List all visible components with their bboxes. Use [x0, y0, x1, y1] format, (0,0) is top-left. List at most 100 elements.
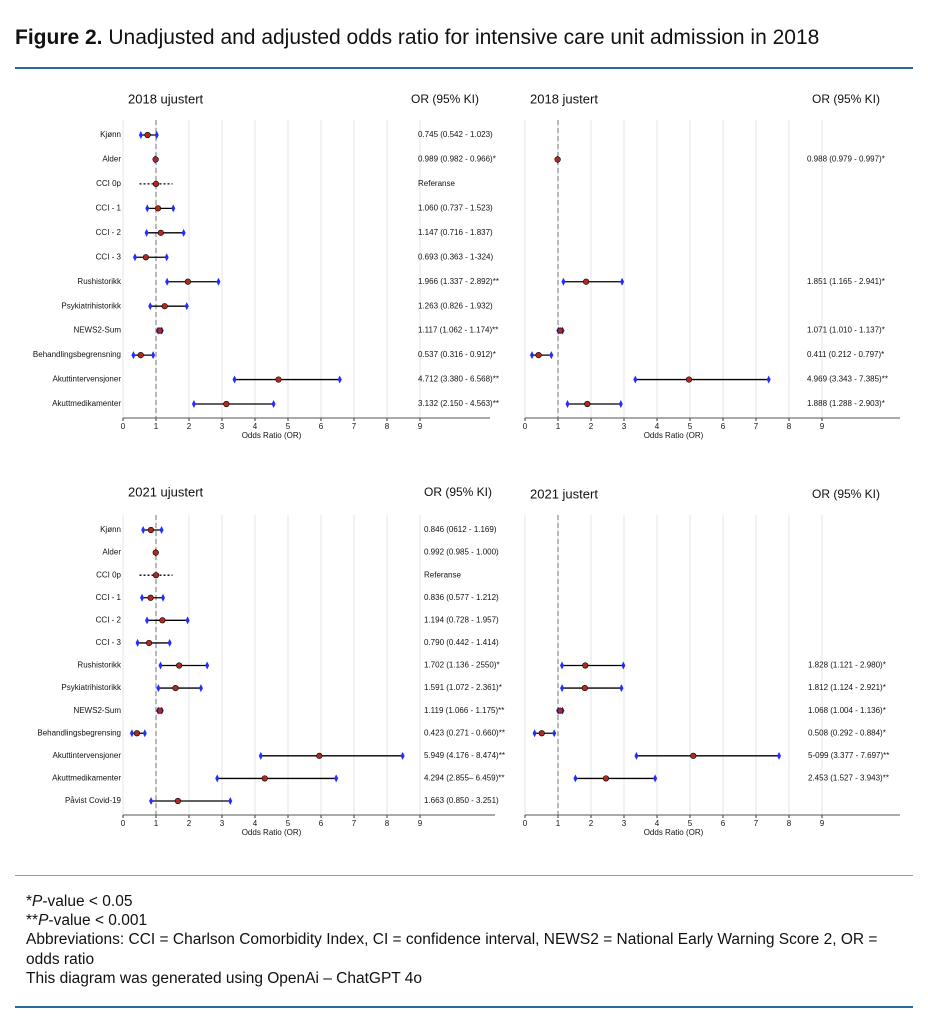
- x-tick-label: 3: [220, 819, 225, 828]
- ci-cap: [184, 302, 189, 311]
- value-label: 3.132 (2.150 - 4.563)**: [418, 399, 499, 408]
- x-axis-label: Odds Ratio (OR): [242, 828, 302, 837]
- category-label: Kjønn: [100, 525, 121, 534]
- ci-cap: [216, 277, 221, 286]
- point-estimate: [174, 797, 181, 805]
- ci-cap: [165, 277, 170, 286]
- value-label: 1.812 (1.124 - 2.921)*: [808, 683, 886, 692]
- ci-cap: [151, 351, 156, 360]
- ci-cap: [777, 751, 782, 760]
- point-estimate: [535, 351, 542, 359]
- point-estimate: [316, 752, 323, 759]
- value-label: 0.836 (0.577 - 1.212): [424, 593, 499, 602]
- x-tick-label: 1: [154, 819, 159, 828]
- category-label: Påvist Covid-19: [65, 796, 122, 805]
- ci-cap: [573, 774, 578, 783]
- ci-cap: [258, 751, 263, 760]
- x-tick-label: 0: [523, 819, 528, 828]
- value-label: 1.071 (1.010 - 1.137)*: [807, 326, 885, 335]
- value-label: 1.851 (1.165 - 2.941)*: [807, 277, 885, 286]
- panel-title: 2021 justert: [530, 486, 598, 501]
- point-estimate: [554, 156, 561, 163]
- ci-cap: [131, 351, 136, 360]
- value-label: 0.411 (0.212 - 0.797)*: [807, 350, 884, 359]
- ci-cap: [215, 774, 220, 783]
- x-tick-label: 4: [253, 819, 258, 828]
- figure-label: Figure 2.: [15, 26, 103, 49]
- ci-cap: [141, 526, 146, 534]
- point-estimate: [147, 594, 154, 601]
- footnote: **P-value < 0.001: [26, 911, 911, 930]
- ci-cap: [167, 638, 172, 647]
- category-label: Psykiatrihistorikk: [61, 301, 122, 310]
- stats-header: OR (95% KI): [411, 92, 479, 106]
- x-tick-label: 0: [523, 422, 528, 431]
- panel-title: 2018 justert: [530, 91, 598, 106]
- point-estimate: [685, 376, 693, 383]
- footnotes: *P-value < 0.05 **P-value < 0.001 Abbrev…: [26, 892, 911, 988]
- x-tick-label: 0: [121, 422, 126, 431]
- category-label: CCI - 1: [96, 593, 122, 602]
- category-label: Akuttintervensjoner: [53, 375, 122, 384]
- point-estimate: [154, 205, 162, 212]
- stats-header: OR (95% KI): [812, 92, 880, 106]
- ci-cap: [132, 253, 137, 262]
- point-estimate: [161, 303, 168, 310]
- point-estimate: [261, 775, 268, 782]
- stats-header: OR (95% KI): [424, 485, 492, 499]
- ci-cap: [181, 228, 186, 237]
- ci-cap: [337, 375, 342, 384]
- point-estimate: [176, 662, 183, 669]
- x-tick-label: 1: [556, 422, 561, 431]
- category-label: Akuttmedikamenter: [52, 774, 121, 783]
- point-estimate: [152, 549, 159, 556]
- x-tick-label: 1: [154, 422, 159, 431]
- ci-cap: [620, 277, 625, 286]
- category-label: Rushistorikk: [77, 277, 122, 286]
- category-label: Psykiatrihistorikk: [61, 683, 122, 692]
- ci-cap: [149, 797, 154, 805]
- point-estimate: [156, 707, 164, 714]
- category-label: CCI - 2: [96, 228, 122, 237]
- ci-cap: [561, 277, 566, 286]
- value-label: 0.846 (0612 - 1.169): [424, 525, 497, 534]
- value-label: 0.423 (0.271 - 0.660)**: [424, 728, 505, 737]
- x-tick-label: 5: [286, 819, 291, 828]
- ci-cap: [145, 204, 150, 213]
- point-estimate: [172, 684, 179, 692]
- generated-note: This diagram was generated using OpenAi …: [26, 969, 423, 987]
- footer-rule: [15, 875, 913, 876]
- header-rule: [15, 67, 913, 69]
- x-tick-label: 8: [385, 422, 390, 431]
- category-label: CCI - 2: [96, 615, 122, 624]
- point-estimate: [144, 131, 151, 139]
- point-estimate: [142, 254, 149, 261]
- x-tick-label: 6: [721, 422, 726, 431]
- abbreviations: Abbreviations: CCI = Charlson Comorbidit…: [26, 931, 878, 968]
- ci-cap: [145, 616, 150, 625]
- ci-cap: [191, 400, 196, 408]
- value-label: 1.828 (1.121 - 2.980)*: [808, 661, 886, 670]
- x-tick-label: 5: [286, 422, 291, 431]
- x-tick-label: 0: [121, 819, 126, 828]
- point-estimate: [152, 572, 160, 579]
- x-tick-label: 7: [352, 422, 357, 431]
- point-estimate: [147, 526, 155, 534]
- x-tick-label: 4: [655, 819, 660, 828]
- ci-cap: [559, 661, 564, 670]
- category-label: Alder: [102, 155, 121, 164]
- figure-header: Figure 2. Unadjusted and adjusted odds r…: [15, 26, 819, 50]
- x-tick-label: 3: [622, 819, 627, 828]
- ci-cap: [129, 729, 134, 738]
- x-tick-label: 8: [787, 819, 792, 828]
- category-label: NEWS2-Sum: [73, 706, 121, 715]
- point-estimate: [184, 278, 191, 285]
- x-tick-label: 2: [187, 422, 192, 431]
- value-label: 4.969 (3.343 - 7.385)**: [807, 375, 888, 384]
- value-label: 0.989 (0.982 - 0.966)*: [418, 155, 496, 164]
- ci-cap: [185, 616, 190, 625]
- value-label: 1.119 (1.066 - 1.175)**: [424, 706, 504, 715]
- value-label: 1.663 (0.850 - 3.251): [424, 796, 499, 805]
- x-tick-label: 7: [352, 819, 357, 828]
- value-label: 0.745 (0.542 - 1.023): [418, 130, 493, 139]
